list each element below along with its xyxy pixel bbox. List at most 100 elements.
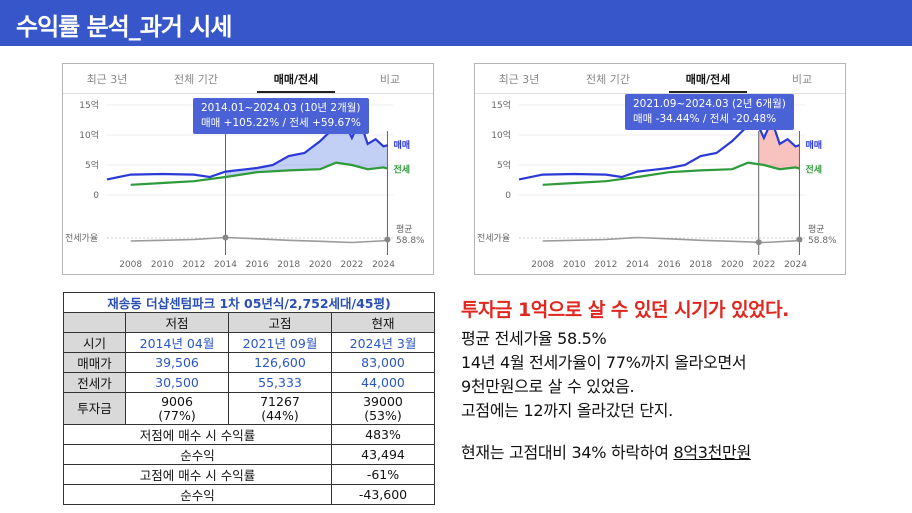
x-tick-label: 2022 bbox=[752, 260, 775, 270]
chart-tabs-left: 최근 3년 전체 기간 매매/전세 비교 bbox=[63, 64, 433, 94]
y-tick-label: 0 bbox=[505, 191, 511, 201]
cell: 83,000 bbox=[331, 352, 435, 373]
note-line-current: 현재는 고점대비 34% 하락하여 8억3천만원 bbox=[461, 441, 901, 465]
table-row: 매매가 39,506 126,600 83,000 bbox=[63, 352, 435, 373]
active-tab-indicator bbox=[669, 91, 747, 93]
header-now: 현재 bbox=[331, 312, 435, 333]
price-chart-left: 15억 10억 5억 0 2008 2010 2012 2014 2016 2018 2020 202… bbox=[65, 99, 425, 270]
summary-value: 483% bbox=[331, 424, 435, 445]
y-tick-label: 5억 bbox=[497, 159, 511, 171]
page-title: 수익률 분석_과거 시세 bbox=[16, 13, 232, 41]
row-label: 전세가 bbox=[63, 372, 126, 393]
x-tick-label: 2014 bbox=[214, 260, 237, 270]
invest-ratio: (53%) bbox=[364, 407, 402, 423]
cell: 44,000 bbox=[331, 372, 435, 393]
header-low: 저점 bbox=[125, 312, 229, 333]
x-tick-label: 2022 bbox=[340, 260, 363, 270]
legend-sale-label: 매매 bbox=[393, 139, 410, 151]
x-tick-label: 2012 bbox=[182, 260, 205, 270]
x-tick-label: 2016 bbox=[246, 260, 269, 270]
ratio-axis-label: 전세가율 bbox=[65, 233, 98, 244]
summary-label: 저점에 매수 시 수익률 bbox=[63, 424, 332, 445]
tab-all-period[interactable]: 전체 기간 bbox=[174, 73, 218, 86]
series-ratio-line bbox=[542, 236, 800, 244]
range-dot bbox=[755, 239, 762, 246]
y-tick-label: 15억 bbox=[491, 99, 511, 111]
note-current-text: 현재는 고점대비 34% 하락하여 bbox=[461, 443, 674, 462]
invest-ratio: (44%) bbox=[261, 407, 299, 423]
x-tick-label: 2024 bbox=[372, 260, 395, 270]
note-line: 14년 4월 전세가율이 77%까지 올라오면서 bbox=[461, 353, 747, 372]
table-row: 순수익 -43,600 bbox=[63, 484, 435, 505]
legend-lease-label: 전세 bbox=[805, 164, 822, 176]
range-tooltip-right: 2021.09~2024.03 (2년 6개월) 매매 -34.44% / 전세… bbox=[625, 94, 794, 130]
price-chart-panel-left: 최근 3년 전체 기간 매매/전세 비교 15억 10억 5억 0 2008 2010 20… bbox=[62, 63, 434, 275]
x-tick-label: 2018 bbox=[277, 260, 300, 270]
summary-label: 고점에 매수 시 수익률 bbox=[63, 464, 332, 485]
x-tick-label: 2010 bbox=[563, 260, 586, 270]
table-caption: 재송동 더샵센텀파크 1차 05년식/2,752세대/45평) bbox=[63, 292, 435, 313]
x-tick-label: 2008 bbox=[531, 260, 554, 270]
cell: 126,600 bbox=[228, 352, 332, 373]
tab-all-period[interactable]: 전체 기간 bbox=[586, 73, 630, 86]
note-line: 평균 전세가율 58.5% bbox=[461, 329, 607, 348]
x-tick-label: 2010 bbox=[151, 260, 174, 270]
table-row: 시기 2014년 04월 2021년 09월 2024년 3월 bbox=[63, 332, 435, 353]
x-tick-label: 2020 bbox=[309, 260, 332, 270]
table-row: 투자금 9006 (77%) 71267 (44%) 39000 (53%) bbox=[63, 392, 435, 425]
active-tab-indicator bbox=[257, 91, 335, 93]
row-label: 매매가 bbox=[63, 352, 126, 373]
invest-ratio: (77%) bbox=[158, 407, 196, 423]
cell: 30,500 bbox=[125, 372, 229, 393]
tooltip-period: 2014.01~2024.03 (10년 2개월) bbox=[201, 102, 361, 114]
tooltip-change: 매매 +105.22% / 전세 +59.67% bbox=[201, 117, 361, 129]
table-row: 저점에 매수 시 수익률 483% bbox=[63, 424, 435, 445]
tab-sale-lease[interactable]: 매매/전세 bbox=[273, 73, 319, 86]
tab-recent-3y[interactable]: 최근 3년 bbox=[498, 73, 540, 86]
tab-compare[interactable]: 비교 bbox=[791, 73, 813, 86]
summary-label: 순수익 bbox=[63, 484, 332, 505]
tooltip-change: 매매 -34.44% / 전세 -20.48% bbox=[633, 113, 777, 125]
summary-value: 43,494 bbox=[331, 444, 435, 465]
x-tick-label: 2008 bbox=[119, 260, 142, 270]
note-line: 고점에는 12까지 올라갔던 단지. bbox=[461, 401, 673, 420]
tab-recent-3y[interactable]: 최근 3년 bbox=[86, 73, 128, 86]
cell: 39,506 bbox=[125, 352, 229, 373]
cell: 2021년 09월 bbox=[228, 332, 332, 353]
cell: 2024년 3월 bbox=[331, 332, 435, 353]
table-row: 고점에 매수 시 수익률 -61% bbox=[63, 464, 435, 485]
y-tick-label: 10억 bbox=[491, 129, 511, 141]
series-sale-line bbox=[106, 117, 388, 181]
invest-amount: 9006 bbox=[161, 393, 193, 409]
summary-value: -43,600 bbox=[331, 484, 435, 505]
cell: 9006 (77%) bbox=[125, 392, 229, 425]
price-chart-panel-right: 최근 3년 전체 기간 매매/전세 비교 15억 10억 5억 0 2008 2010 20… bbox=[474, 63, 846, 275]
range-dot bbox=[796, 236, 803, 243]
x-tick-label: 2012 bbox=[594, 260, 617, 270]
header-empty bbox=[63, 312, 126, 333]
table-row: 순수익 43,494 bbox=[63, 444, 435, 465]
avg-value: 58.8% bbox=[396, 236, 425, 246]
row-label: 투자금 bbox=[63, 392, 126, 425]
range-dot bbox=[222, 234, 229, 241]
row-label: 시기 bbox=[63, 332, 126, 353]
tab-compare[interactable]: 비교 bbox=[379, 73, 401, 86]
note-current-price: 8억3천만원 bbox=[673, 443, 751, 462]
note-line: 9천만원으로 살 수 있었음. bbox=[461, 377, 635, 396]
series-lease-line bbox=[130, 161, 388, 186]
x-tick-label: 2016 bbox=[658, 260, 681, 270]
highlight-area bbox=[225, 120, 388, 177]
avg-label: 평균 bbox=[396, 224, 413, 235]
range-tooltip-left: 2014.01~2024.03 (10년 2개월) 매매 +105.22% / … bbox=[193, 98, 369, 134]
invest-amount: 71267 bbox=[260, 393, 300, 409]
legend-sale-label: 매매 bbox=[805, 139, 822, 151]
header-high: 고점 bbox=[228, 312, 332, 333]
invest-amount: 39000 bbox=[363, 393, 403, 409]
cell: 55,333 bbox=[228, 372, 332, 393]
tab-sale-lease[interactable]: 매매/전세 bbox=[685, 73, 731, 86]
y-tick-label: 5억 bbox=[85, 159, 99, 171]
y-tick-label: 0 bbox=[93, 191, 99, 201]
chart-tabs-right: 최근 3년 전체 기간 매매/전세 비교 bbox=[475, 64, 845, 94]
series-lease-line bbox=[542, 161, 800, 186]
x-tick-label: 2018 bbox=[689, 260, 712, 270]
